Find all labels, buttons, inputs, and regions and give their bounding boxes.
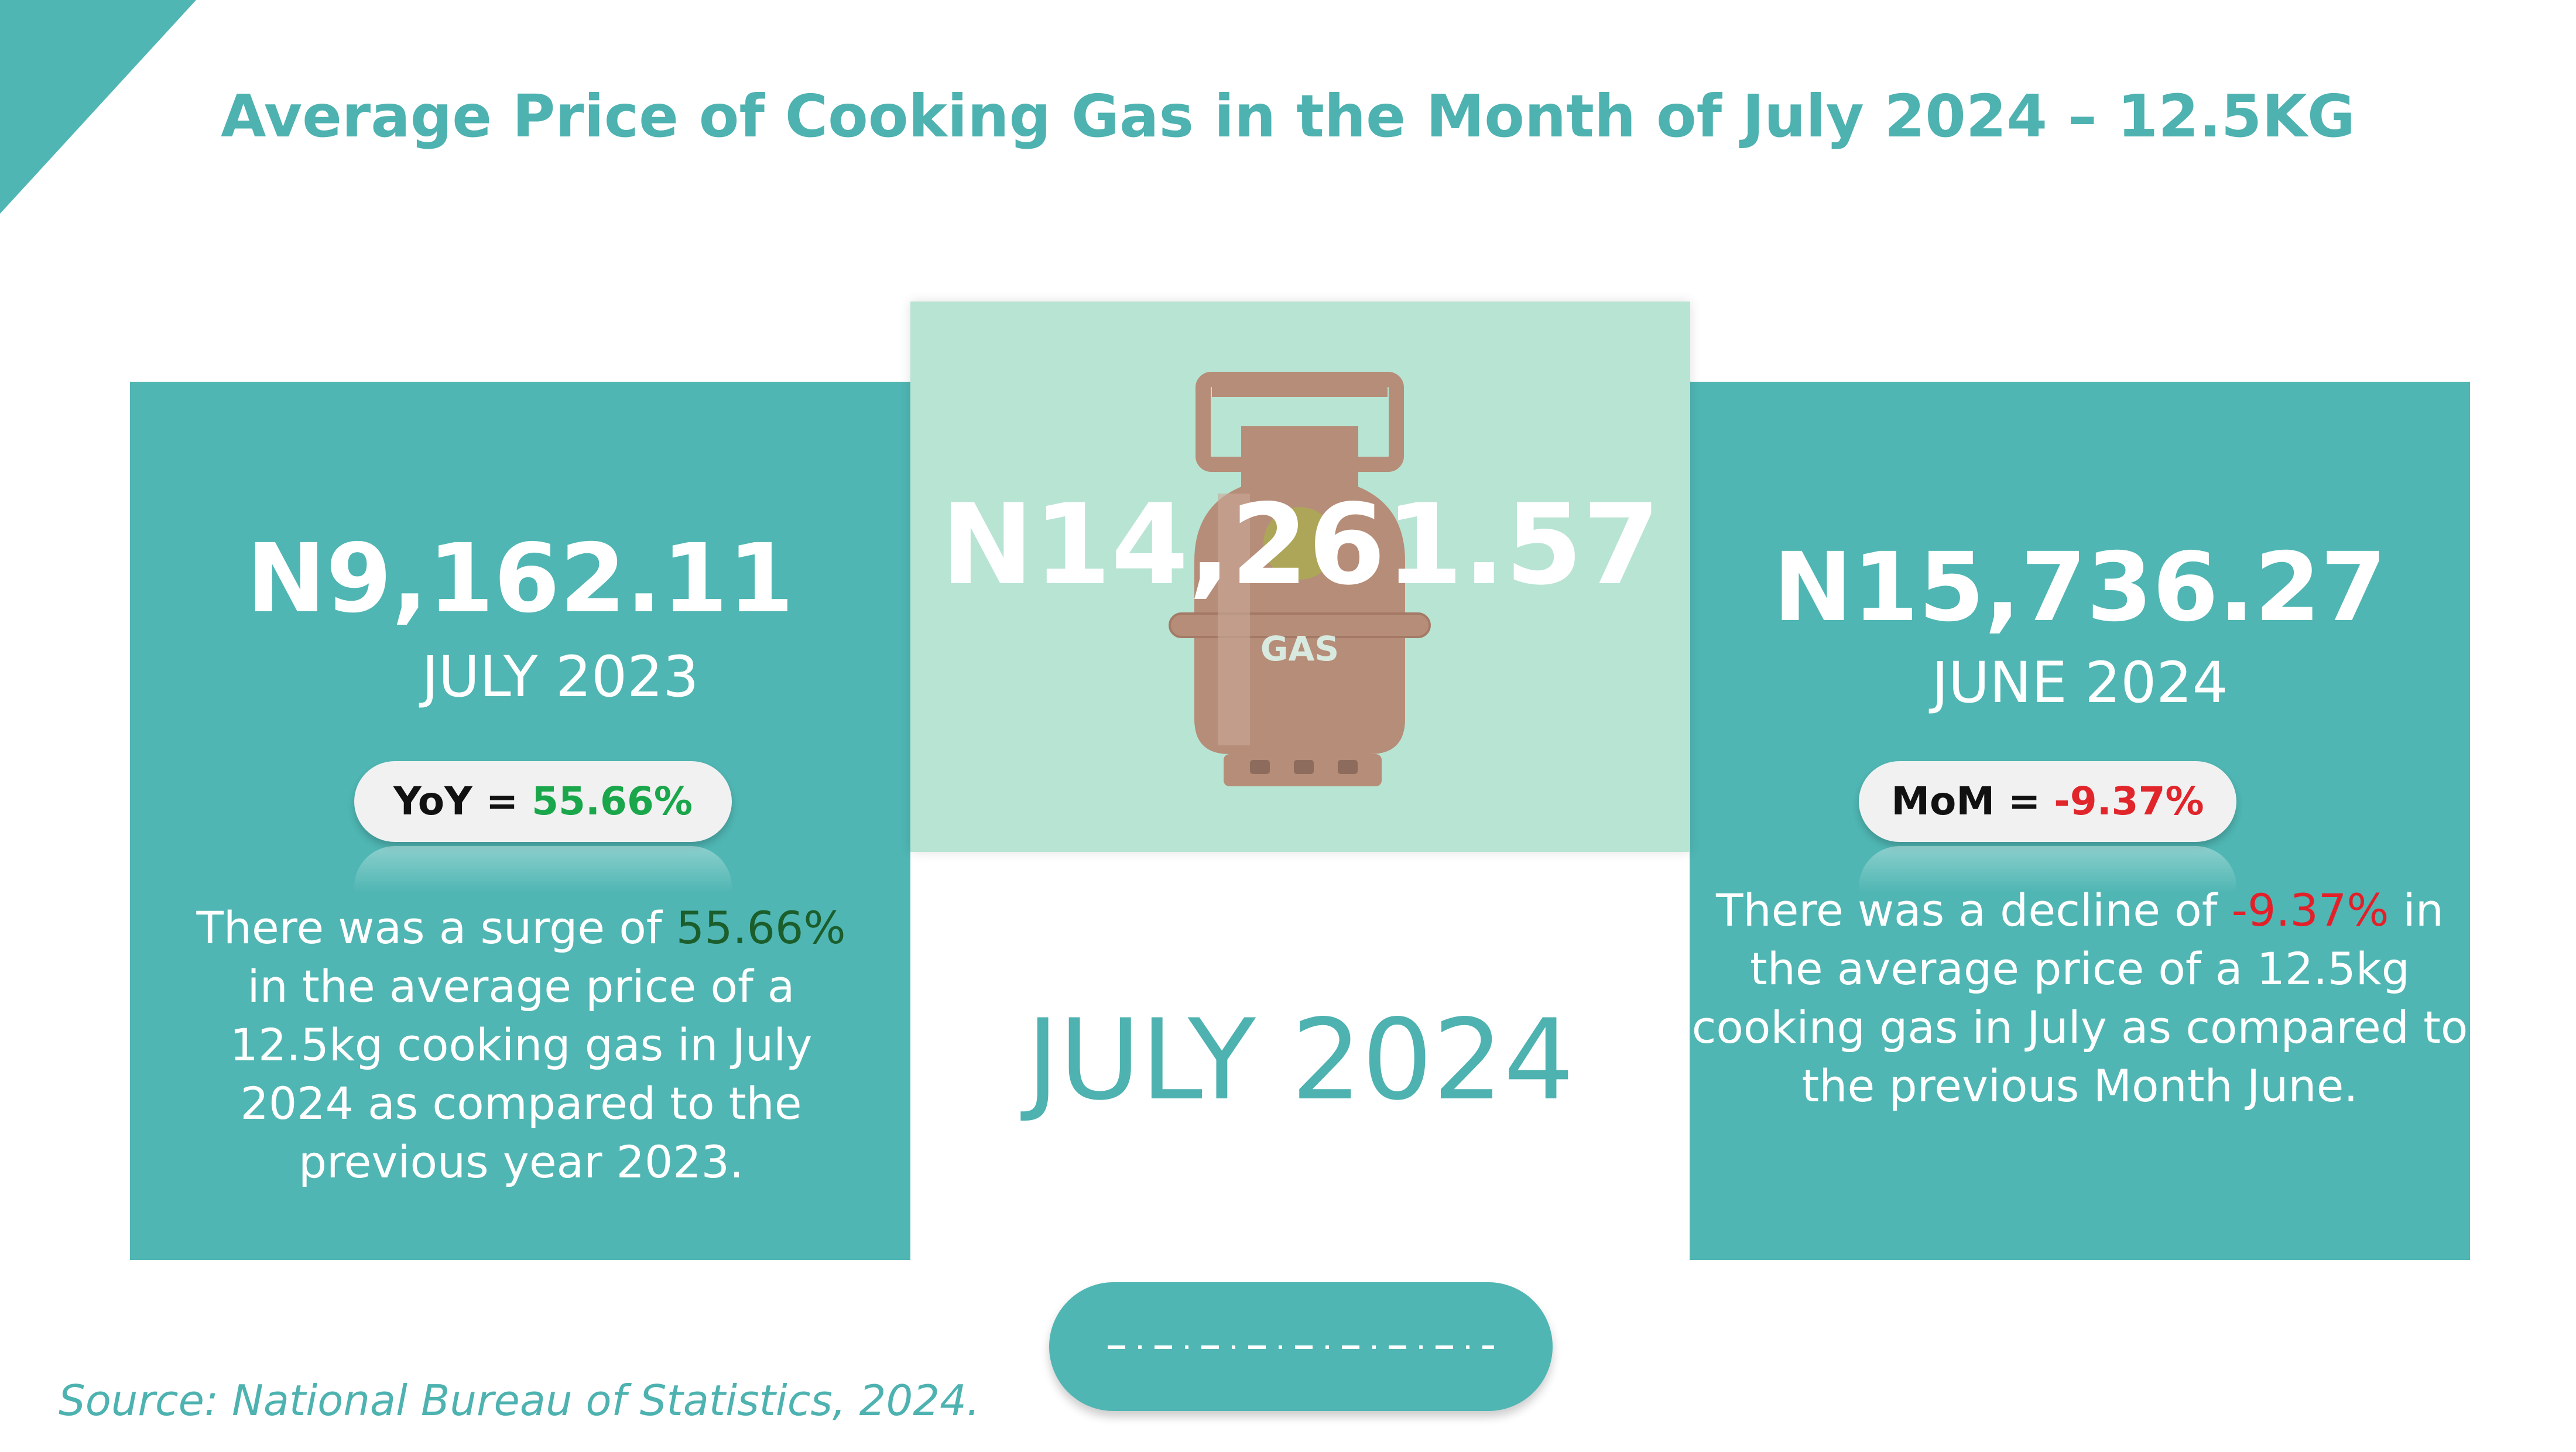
yoy-badge-equals: = [485,779,519,824]
yoy-description: There was a surge of 55.66% in the avera… [176,899,866,1191]
mom-badge-reflection [1859,846,2236,893]
mom-badge-value: -9.37% [2054,779,2204,824]
yoy-desc-before: There was a surge of [196,902,676,954]
corner-triangle-decoration [0,0,196,214]
mom-desc-after: in the average price of a 12.5kg cooking… [1691,884,2468,1112]
yoy-desc-value: 55.66% [676,902,846,954]
cylinder-label: GAS [1260,629,1339,669]
previous-month-period: JUNE 2024 [1931,650,2228,715]
current-month-label: JULY 2024 [1026,995,1574,1125]
page-title: Average Price of Cooking Gas in the Mont… [221,82,2355,150]
yoy-badge-label: YoY [393,779,472,824]
previous-month-price: N15,736.27 [1773,533,2387,643]
yoy-desc-after: in the average price of a 12.5kg cooking… [229,960,813,1188]
yoy-badge-reflection [354,846,732,893]
mom-badge: MoM = -9.37% [1859,761,2236,842]
mom-badge-equals: = [2008,779,2041,824]
yoy-badge-value: 55.66% [532,779,693,824]
previous-year-period: JULY 2023 [422,644,699,710]
gas-cylinder-icon: GAS [1169,372,1431,786]
previous-year-price: N9,162.11 [246,524,794,634]
mom-badge-label: MoM [1891,779,1995,824]
current-price: N14,261.57 [940,480,1660,609]
mom-desc-value: -9.37% [2231,884,2389,936]
bottom-decorative-pill [1049,1282,1553,1411]
mom-desc-before: There was a decline of [1716,884,2232,936]
source-note: Source: National Bureau of Statistics, 2… [59,1376,980,1425]
dashed-line-decoration [1108,1345,1494,1349]
yoy-badge: YoY = 55.66% [354,761,732,842]
mom-description: There was a decline of -9.37% in the ave… [1690,881,2470,1115]
